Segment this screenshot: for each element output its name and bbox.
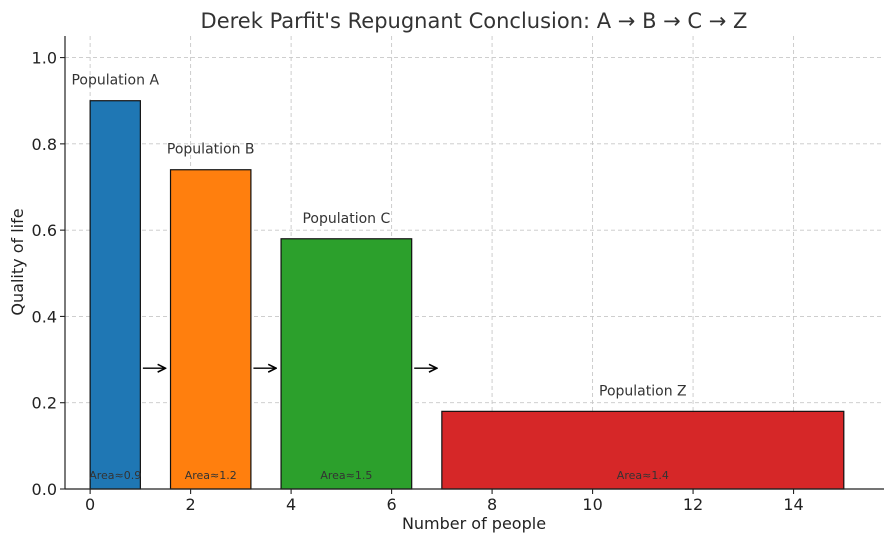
bar-label-population-b: Population B [167,142,255,158]
y-tick-label: 1.0 [32,49,57,68]
axes: 0 2 4 6 8 10 12 14 0.0 0.2 0.4 0.6 0.8 1.0 [32,36,884,514]
area-label-population-b: Area≈1.2 [185,469,237,482]
y-tick-label: 0.0 [32,480,57,499]
x-tick-label: 8 [487,495,497,514]
bars [89,100,845,490]
x-axis-label: Number of people [402,514,546,533]
y-axis-label: Quality of life [8,208,27,315]
bar-population-z [441,410,845,490]
y-tick-label: 0.4 [32,307,57,326]
y-tick-label: 0.6 [32,221,57,240]
area-label-population-a: Area≈0.9 [89,469,141,482]
bar-population-a [89,100,141,490]
x-tick-label: 10 [582,495,602,514]
x-tick-label: 0 [85,495,95,514]
x-tick-label: 2 [186,495,196,514]
x-tick-label: 14 [783,495,803,514]
x-tick-label: 6 [387,495,397,514]
bar-population-b [169,169,252,490]
bar-population-c [280,238,413,490]
y-tick-label: 0.8 [32,135,57,154]
bar-label-population-z: Population Z [599,383,687,399]
chart-title: Derek Parfit's Repugnant Conclusion: A →… [201,9,748,33]
bar-label-population-a: Population A [71,73,159,89]
y-tick-label: 0.2 [32,394,57,413]
bar-labels: Population A Area≈0.9 Population B Area≈1.2… [71,73,686,482]
area-label-population-c: Area≈1.5 [320,469,372,482]
x-tick-label: 12 [683,495,703,514]
bar-label-population-c: Population C [302,211,390,227]
x-tick-label: 4 [286,495,296,514]
area-label-population-z: Area≈1.4 [617,469,669,482]
